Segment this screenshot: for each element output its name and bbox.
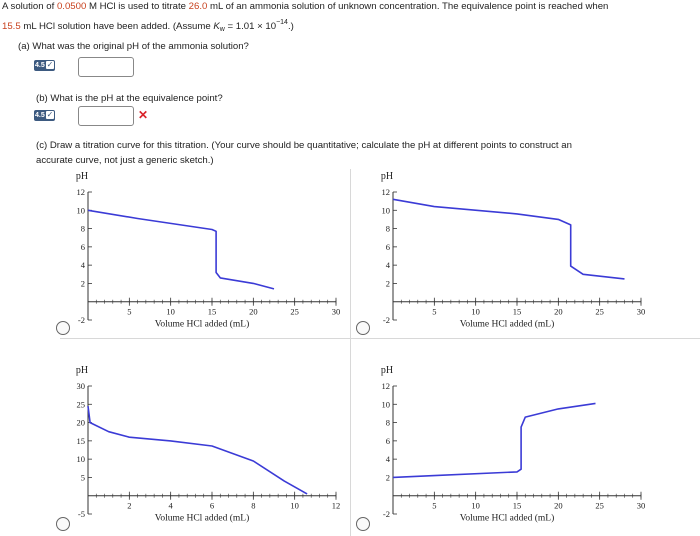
- y-axis-label: pH: [76, 171, 88, 182]
- titration-chart-option-2: pH 12 10 8 6 4 2 -2 5 10 15 20 25 30 Volume HCl added …: [381, 171, 645, 330]
- y-tick-label: 8: [386, 418, 390, 428]
- x-tick-label: 6: [210, 501, 214, 511]
- y-tick-label: 6: [386, 242, 390, 252]
- x-tick-label: 30: [332, 307, 340, 317]
- part-a-answer-input[interactable]: [78, 57, 134, 77]
- part-b-prompt: (b) What is the pH at the equivalence po…: [36, 93, 223, 104]
- check-icon: ✓: [46, 110, 54, 119]
- x-tick-label: 25: [595, 501, 604, 511]
- y-tick-label: 5: [81, 472, 85, 482]
- x-axis-label: Volume HCl added (mL): [460, 513, 555, 524]
- titration-chart-option-1: pH 12 10 8 6 4 2 -2 5 10 15 20 25 30 Volume HCl added …: [76, 171, 340, 330]
- y-tick-label: -2: [383, 315, 390, 325]
- chart-option-1-radio[interactable]: [56, 321, 70, 335]
- x-tick-label: 10: [166, 307, 175, 317]
- y-tick-label: 2: [81, 278, 85, 288]
- x-tick-label: 8: [251, 501, 255, 511]
- x-tick-label: 4: [169, 501, 174, 511]
- equivalence-volume: 15.5: [2, 21, 21, 32]
- x-tick-label: 20: [554, 307, 563, 317]
- y-tick-label: 10: [382, 399, 391, 409]
- x-tick-label: 30: [637, 501, 645, 511]
- y-tick-label: 12: [77, 187, 86, 197]
- y-tick-label: 15: [77, 436, 86, 446]
- x-tick-label: 5: [432, 307, 436, 317]
- y-tick-label: 10: [77, 205, 86, 215]
- question-line-1: A solution of 0.0500 M HCl is used to ti…: [2, 1, 609, 12]
- y-tick-label: 6: [386, 436, 390, 446]
- titration-curve: [87, 209, 275, 290]
- x-tick-label: 20: [249, 307, 257, 317]
- part-c-prompt-2: accurate curve, not just a generic sketc…: [36, 155, 214, 166]
- titration-chart-option-3: pH 30 25 20 15 10 5 -5 2 4 6 8 10 12 Volume HCl added …: [76, 365, 340, 524]
- incorrect-x-icon: ✕: [138, 108, 149, 122]
- x-tick-label: 10: [471, 307, 480, 317]
- y-tick-label: 6: [81, 242, 85, 252]
- x-axis-label: Volume HCl added (mL): [155, 319, 250, 330]
- titration-curve: [392, 198, 625, 280]
- x-tick-label: 20: [554, 501, 563, 511]
- y-tick-label: 25: [77, 399, 86, 409]
- x-tick-label: 15: [208, 307, 217, 317]
- y-tick-label: 8: [81, 224, 85, 234]
- y-tick-label: 12: [382, 381, 391, 391]
- x-tick-label: 15: [513, 307, 522, 317]
- y-tick-label: 4: [386, 454, 391, 464]
- y-tick-label: 10: [77, 454, 86, 464]
- y-tick-label: 30: [77, 381, 86, 391]
- chart-option-4-radio[interactable]: [356, 517, 370, 531]
- y-tick-label: -2: [383, 509, 390, 519]
- titration-chart-option-4: pH 12 10 8 6 4 2 -2 5 10 15 20 25 30 Volume HCl added …: [381, 365, 645, 524]
- part-a-prompt: (a) What was the original pH of the ammo…: [18, 41, 249, 52]
- ammonia-volume: 26.0: [188, 1, 208, 12]
- check-icon: ✓: [46, 60, 54, 69]
- y-tick-label: 20: [77, 418, 86, 428]
- y-tick-label: 2: [386, 472, 390, 482]
- x-tick-label: 30: [637, 307, 645, 317]
- question-line-2: 15.5 mL HCl solution have been added. (A…: [2, 19, 294, 33]
- y-tick-label: 4: [386, 260, 391, 270]
- hcl-concentration: 0.0500: [56, 1, 87, 12]
- y-tick-label: -2: [78, 315, 85, 325]
- x-tick-label: 2: [127, 501, 131, 511]
- x-tick-label: 10: [290, 501, 299, 511]
- y-tick-label: 4: [81, 260, 86, 270]
- titration-curve: [87, 405, 308, 495]
- y-tick-label: 8: [386, 224, 390, 234]
- y-axis-label: pH: [381, 171, 393, 182]
- x-tick-label: 15: [513, 501, 522, 511]
- y-axis-label: pH: [381, 365, 393, 376]
- x-axis-label: Volume HCl added (mL): [460, 319, 555, 330]
- chart-grid-divider-vertical: [350, 169, 351, 536]
- part-c-prompt-1: (c) Draw a titration curve for this titr…: [36, 140, 572, 151]
- part-a-hint-button[interactable]: 4.5 ✓: [34, 60, 55, 71]
- y-axis-label: pH: [76, 365, 88, 376]
- part-b-answer-input[interactable]: [78, 106, 134, 126]
- y-tick-label: 2: [386, 278, 390, 288]
- x-tick-label: 25: [595, 307, 604, 317]
- x-axis-label: Volume HCl added (mL): [155, 513, 250, 524]
- x-tick-label: 5: [432, 501, 436, 511]
- chart-option-2-radio[interactable]: [356, 321, 370, 335]
- x-tick-label: 12: [332, 501, 340, 511]
- part-b-hint-button[interactable]: 4.5 ✓: [34, 110, 55, 121]
- x-tick-label: 10: [471, 501, 480, 511]
- chart-option-3-radio[interactable]: [56, 517, 70, 531]
- y-tick-label: -5: [78, 509, 85, 519]
- x-tick-label: 5: [127, 307, 131, 317]
- chart-grid-divider-horizontal: [60, 338, 700, 339]
- x-tick-label: 25: [290, 307, 299, 317]
- y-tick-label: 12: [382, 187, 391, 197]
- titration-curve: [392, 402, 596, 479]
- y-tick-label: 10: [382, 205, 391, 215]
